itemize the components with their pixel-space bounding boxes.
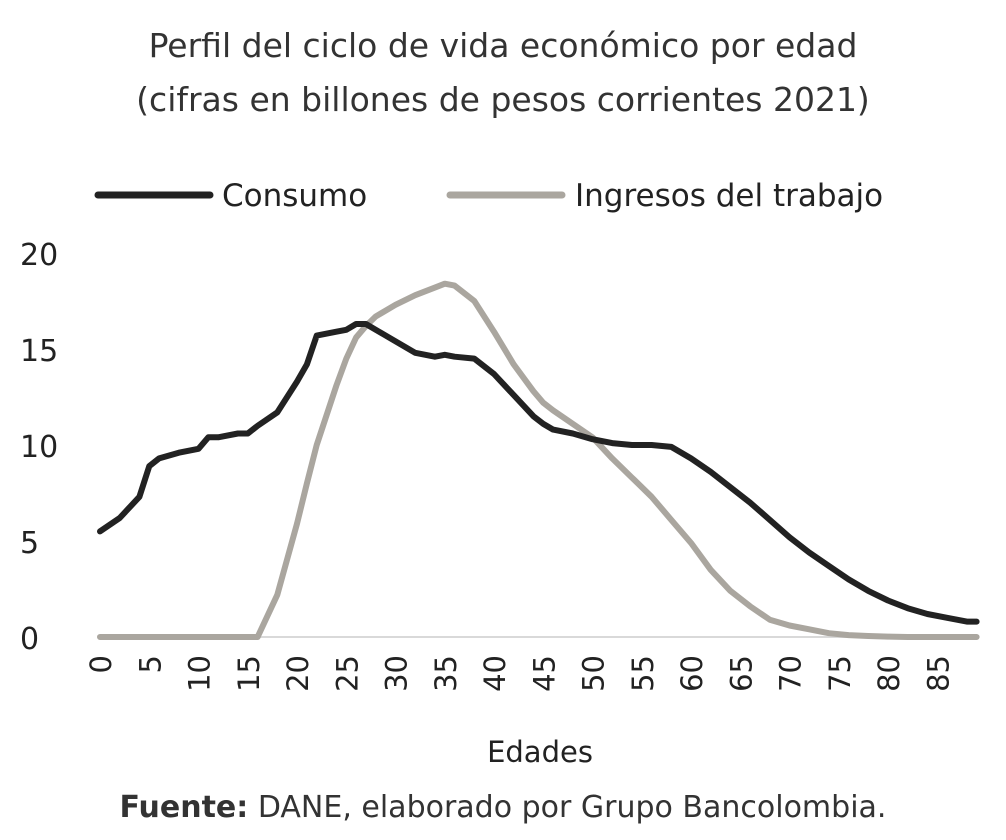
source-text: DANE, elaborado por Grupo Bancolombia. [257,790,887,825]
chart-subtitle: (cifras en billones de pesos corrientes … [136,80,870,119]
legend-label-0: Consumo [222,178,367,214]
chart-title: Perfil del ciclo de vida económico por e… [148,26,858,65]
series-line-0 [97,321,980,625]
x-tick-label: 40 [478,655,512,692]
legend-label-1: Ingresos del trabajo [575,178,883,214]
y-tick-label: 0 [20,622,39,657]
x-axis-label: Edades [487,735,593,769]
x-tick-label: 60 [675,655,709,692]
x-tick-label: 75 [823,655,857,692]
y-axis: 0 5 10 15 20 [20,238,58,657]
x-tick-label: 0 [84,655,118,673]
x-tick-label: 20 [281,655,315,692]
x-tick-label: 5 [133,655,167,673]
source-note: Fuente: DANE, elaborado por Grupo Bancol… [0,790,1006,825]
series-line-1 [97,280,980,640]
x-tick-label: 15 [232,655,266,692]
x-tick-label: 45 [527,655,561,692]
series-lines [97,280,980,640]
y-tick-label: 10 [20,430,58,465]
x-tick-label: 80 [872,655,906,692]
legend: Consumo Ingresos del trabajo [94,178,883,214]
x-tick-label: 25 [330,655,364,692]
x-tick-label: 30 [380,655,414,692]
x-tick-label: 55 [626,655,660,692]
y-tick-label: 20 [20,238,58,273]
source-label: Fuente: [119,790,249,825]
x-tick-label: 50 [577,655,611,692]
x-tick-label: 35 [429,655,463,692]
y-tick-label: 5 [20,526,39,561]
y-tick-label: 15 [20,334,58,369]
x-tick-label: 10 [183,655,217,692]
x-tick-label: 65 [724,655,758,692]
x-axis: 0 5 10 15 20 25 30 35 40 45 50 55 60 65 70 75 80 85 [84,655,955,692]
x-tick-label: 70 [774,655,808,692]
x-tick-label: 85 [921,655,955,692]
